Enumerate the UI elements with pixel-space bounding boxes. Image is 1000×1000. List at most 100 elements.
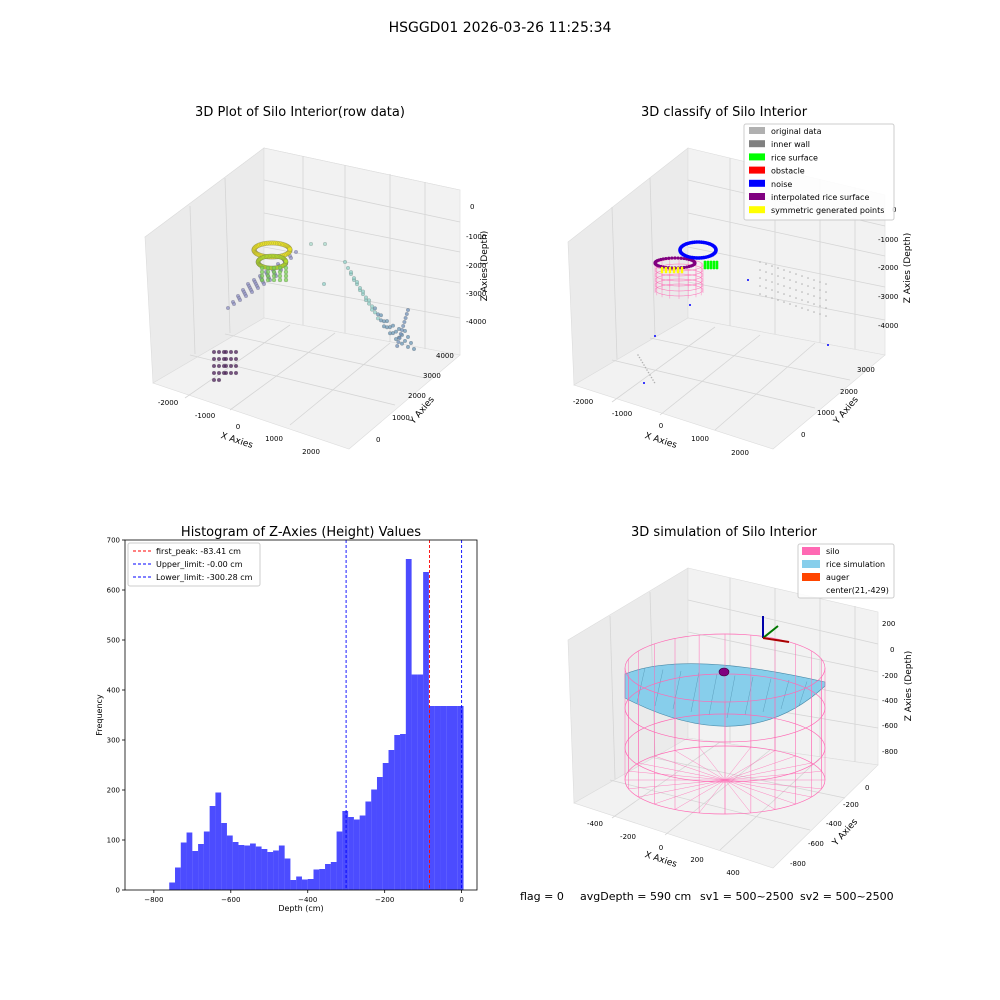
footer-avg-depth: avgDepth = 590 cm (580, 890, 691, 903)
classify-point (650, 376, 653, 379)
raw-point (217, 378, 222, 383)
hist-bar (301, 879, 308, 890)
hist-bar (446, 706, 452, 890)
hist-bar (417, 674, 424, 890)
raw-y-tick: 0 (376, 436, 380, 444)
classify-x-ticks: -2000 -1000 0 1000 2000 (573, 398, 749, 457)
footer-flag: flag = 0 (520, 890, 564, 903)
classify-y-tick: 2000 (840, 388, 858, 396)
sim-silo-spoke (724, 779, 812, 798)
sim-rice-mesh (744, 676, 754, 716)
classify-point (801, 299, 803, 301)
sim-x-tick: -400 (587, 820, 603, 828)
raw-x-tick: 2000 (302, 448, 320, 456)
sim-legend-label: auger (826, 573, 850, 582)
classify-y-ticks: 0 1000 2000 3000 (801, 366, 875, 439)
raw-point (289, 256, 293, 260)
sim-silo-spoke (724, 779, 776, 810)
classify-point (660, 266, 664, 270)
classify-point (682, 256, 686, 261)
raw-y-tick: 3000 (423, 372, 441, 380)
classify-x-tick: 2000 (731, 449, 749, 457)
raw-xlabel: X Axies (219, 431, 254, 451)
classify-point (659, 257, 663, 262)
raw-point (402, 320, 407, 324)
raw-point (373, 306, 377, 311)
subplot-simulation-3d: 3D simulation of Silo Interior -400 -200… (567, 525, 914, 877)
hist-bars (169, 559, 464, 890)
raw-point (283, 269, 289, 275)
classify-point (682, 265, 686, 270)
hist-bar (353, 819, 360, 890)
classify-point (703, 264, 707, 268)
hist-bar (238, 845, 245, 890)
classify-point (706, 264, 710, 268)
hist-y-tick-label: 300 (107, 737, 120, 745)
classify-point (807, 277, 809, 279)
raw-point (398, 332, 403, 336)
hist-y-tick-label: 100 (107, 837, 120, 845)
classify-point (640, 359, 642, 361)
subplot-histogram: Histogram of Z-Axies (Height) Values −80… (95, 525, 478, 913)
raw-point (265, 269, 271, 275)
raw-x-ticks: -2000 -1000 0 1000 2000 (158, 399, 320, 456)
raw-x-tick: 1000 (265, 435, 283, 443)
classify-x-tick: -1000 (612, 410, 632, 418)
raw-point (234, 364, 239, 369)
raw-point (358, 286, 362, 290)
hist-bar (180, 842, 187, 890)
sim-rice-mesh (798, 681, 808, 707)
classify-point (670, 266, 674, 270)
sim-y-tick: 0 (865, 784, 869, 792)
hist-x-ticks: −800 −600 −400 −200 0 (144, 890, 464, 904)
classify-point (647, 371, 650, 374)
classify-x-tick: 0 (659, 422, 663, 430)
classify-point (825, 291, 827, 293)
classify-point (685, 265, 689, 269)
classify-xlabel: X Axies (643, 431, 678, 451)
raw-point (352, 276, 356, 281)
classify-point (668, 268, 672, 272)
hist-x-tick-label: −800 (144, 896, 163, 904)
hist-bar (428, 706, 435, 890)
classify-point (668, 270, 672, 274)
sim-y-tick: -400 (826, 820, 842, 828)
raw-point (229, 350, 234, 355)
hist-vlines (345, 540, 463, 890)
sim-rice-mesh (654, 669, 664, 707)
classify-point (670, 256, 674, 260)
sim-silo-spoke (724, 771, 822, 781)
hist-y-tick-label: 700 (107, 537, 120, 545)
hist-bar (261, 849, 268, 890)
sim-legend: silo rice simulation auger center(21,-429) (797, 543, 895, 599)
hist-bar (250, 843, 256, 890)
classify-point (747, 279, 749, 281)
sim-rice-mesh (780, 679, 790, 710)
classify-point (759, 285, 761, 287)
sim-silo-drawing (624, 616, 826, 815)
raw-point (259, 265, 265, 271)
classify-point (827, 344, 829, 346)
raw-point (212, 364, 217, 369)
raw-point (259, 277, 265, 283)
raw-y-tick: 2000 (408, 392, 426, 400)
raw-x-tick: -1000 (195, 412, 215, 420)
raw-point (409, 341, 413, 345)
hist-bar (400, 734, 406, 890)
sim-axis-x (762, 637, 790, 643)
classify-point (638, 356, 641, 359)
raw-point (367, 298, 371, 303)
raw-point (294, 250, 298, 254)
raw-point (349, 270, 353, 275)
sim-silo-spoke (724, 755, 796, 781)
hist-bar (319, 869, 326, 890)
classify-point (771, 297, 773, 299)
sim-rice-mesh (690, 672, 700, 713)
raw-point (394, 329, 398, 334)
raw-point (404, 312, 409, 316)
sim-silo-spoke (724, 779, 752, 813)
classify-point (660, 270, 664, 274)
raw-point (379, 313, 383, 318)
raw-point (277, 269, 283, 275)
raw-point (343, 260, 347, 264)
